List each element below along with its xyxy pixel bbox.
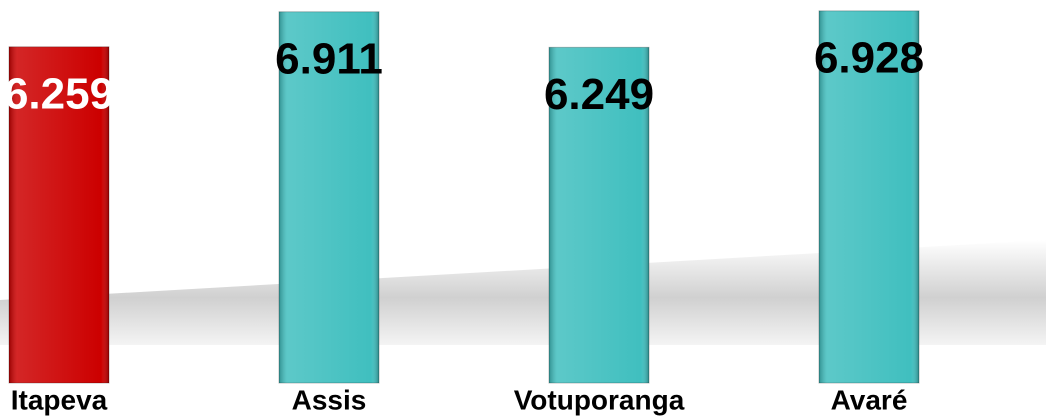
x-tick-label: Itapeva: [11, 384, 108, 415]
bars: 6.259 Itapeva 6.911 Assis 6.249 Votuporanga 6.…: [4, 10, 924, 415]
data-label: 6.928: [814, 33, 924, 82]
data-label: 6.249: [544, 70, 654, 119]
bar-bevel: [279, 11, 379, 383]
floor-shadow: [0, 240, 1046, 345]
x-tick-label: Avaré: [831, 384, 908, 415]
x-tick-label: Votuporanga: [514, 384, 685, 415]
bar-bevel: [819, 10, 919, 383]
data-label: 6.911: [275, 34, 383, 83]
data-label: 6.259: [4, 69, 114, 118]
bar-bevel: [549, 47, 649, 384]
bar-bevel: [9, 46, 109, 384]
x-tick-label: Assis: [292, 384, 367, 415]
